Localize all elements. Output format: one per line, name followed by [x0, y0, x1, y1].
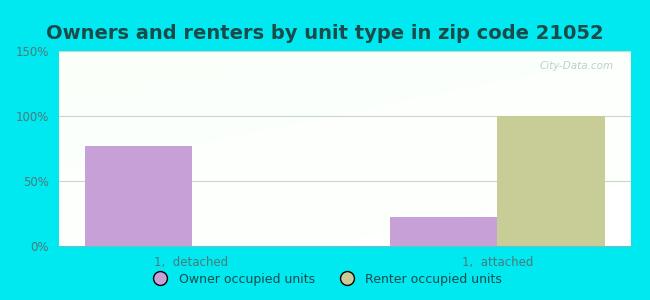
Text: Owners and renters by unit type in zip code 21052: Owners and renters by unit type in zip c… [46, 24, 604, 43]
Text: City-Data.com: City-Data.com [540, 61, 614, 71]
Bar [497, 116, 604, 246]
Legend: Owner occupied units, Renter occupied units: Owner occupied units, Renter occupied un… [143, 268, 507, 291]
Bar [391, 218, 497, 246]
Bar [84, 146, 192, 246]
